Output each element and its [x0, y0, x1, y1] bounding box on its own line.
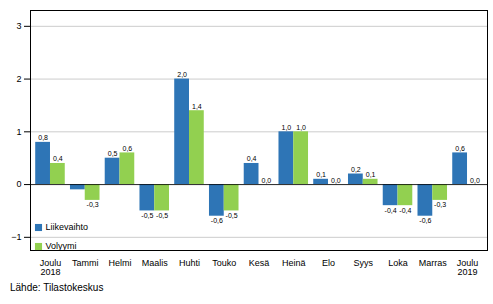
svg-text:0,1: 0,1	[366, 171, 376, 178]
svg-text:0,6: 0,6	[455, 145, 465, 152]
svg-text:Joulu2018: Joulu2018	[40, 258, 62, 277]
svg-text:-0,3: -0,3	[434, 201, 446, 208]
svg-text:-0,5: -0,5	[141, 212, 153, 219]
svg-text:0,8: 0,8	[38, 134, 48, 141]
svg-text:Tammi: Tammi	[72, 258, 99, 268]
svg-text:1,4: 1,4	[192, 103, 202, 110]
svg-text:-0,4: -0,4	[385, 207, 397, 214]
svg-text:0,5: 0,5	[108, 150, 118, 157]
svg-text:−1: −1	[11, 232, 21, 242]
svg-text:Joulu2019: Joulu2019	[457, 258, 479, 277]
svg-text:0,6: 0,6	[123, 145, 133, 152]
svg-text:Kesä: Kesä	[249, 258, 270, 268]
svg-text:1,0: 1,0	[296, 124, 306, 131]
svg-text:Syys: Syys	[354, 258, 374, 268]
svg-text:0,0: 0,0	[331, 177, 341, 184]
svg-text:Heinä: Heinä	[282, 258, 306, 268]
svg-text:Liikevaihto: Liikevaihto	[46, 222, 89, 232]
svg-text:0,4: 0,4	[247, 155, 257, 162]
svg-text:0: 0	[16, 179, 21, 189]
svg-text:2: 2	[16, 74, 21, 84]
svg-text:0,0: 0,0	[470, 177, 480, 184]
svg-text:Helmi: Helmi	[108, 258, 131, 268]
svg-text:Elo: Elo	[322, 258, 335, 268]
svg-text:3: 3	[16, 21, 21, 31]
svg-text:Maalis: Maalis	[142, 258, 169, 268]
svg-text:Loka: Loka	[388, 258, 408, 268]
svg-text:0,4: 0,4	[53, 155, 63, 162]
svg-text:-0,3: -0,3	[87, 201, 99, 208]
svg-text:-0,5: -0,5	[226, 212, 238, 219]
svg-text:Volyymi: Volyymi	[46, 241, 77, 251]
svg-text:-0,4: -0,4	[399, 207, 411, 214]
svg-text:-0,6: -0,6	[211, 217, 223, 224]
svg-text:-0,6: -0,6	[419, 217, 431, 224]
svg-text:1,0: 1,0	[282, 124, 292, 131]
svg-text:Huhti: Huhti	[179, 258, 200, 268]
svg-text:2,0: 2,0	[177, 71, 187, 78]
svg-text:Touko: Touko	[212, 258, 236, 268]
html-text:Lähde: Tilastokeskus: Lähde: Tilastokeskus	[10, 282, 104, 293]
svg-text:0,1: 0,1	[316, 171, 326, 178]
svg-text:0,0: 0,0	[262, 177, 272, 184]
svg-text:Marras: Marras	[419, 258, 448, 268]
svg-text:0,2: 0,2	[351, 166, 361, 173]
svg-text:-0,5: -0,5	[156, 212, 168, 219]
svg-text:1: 1	[16, 127, 21, 137]
